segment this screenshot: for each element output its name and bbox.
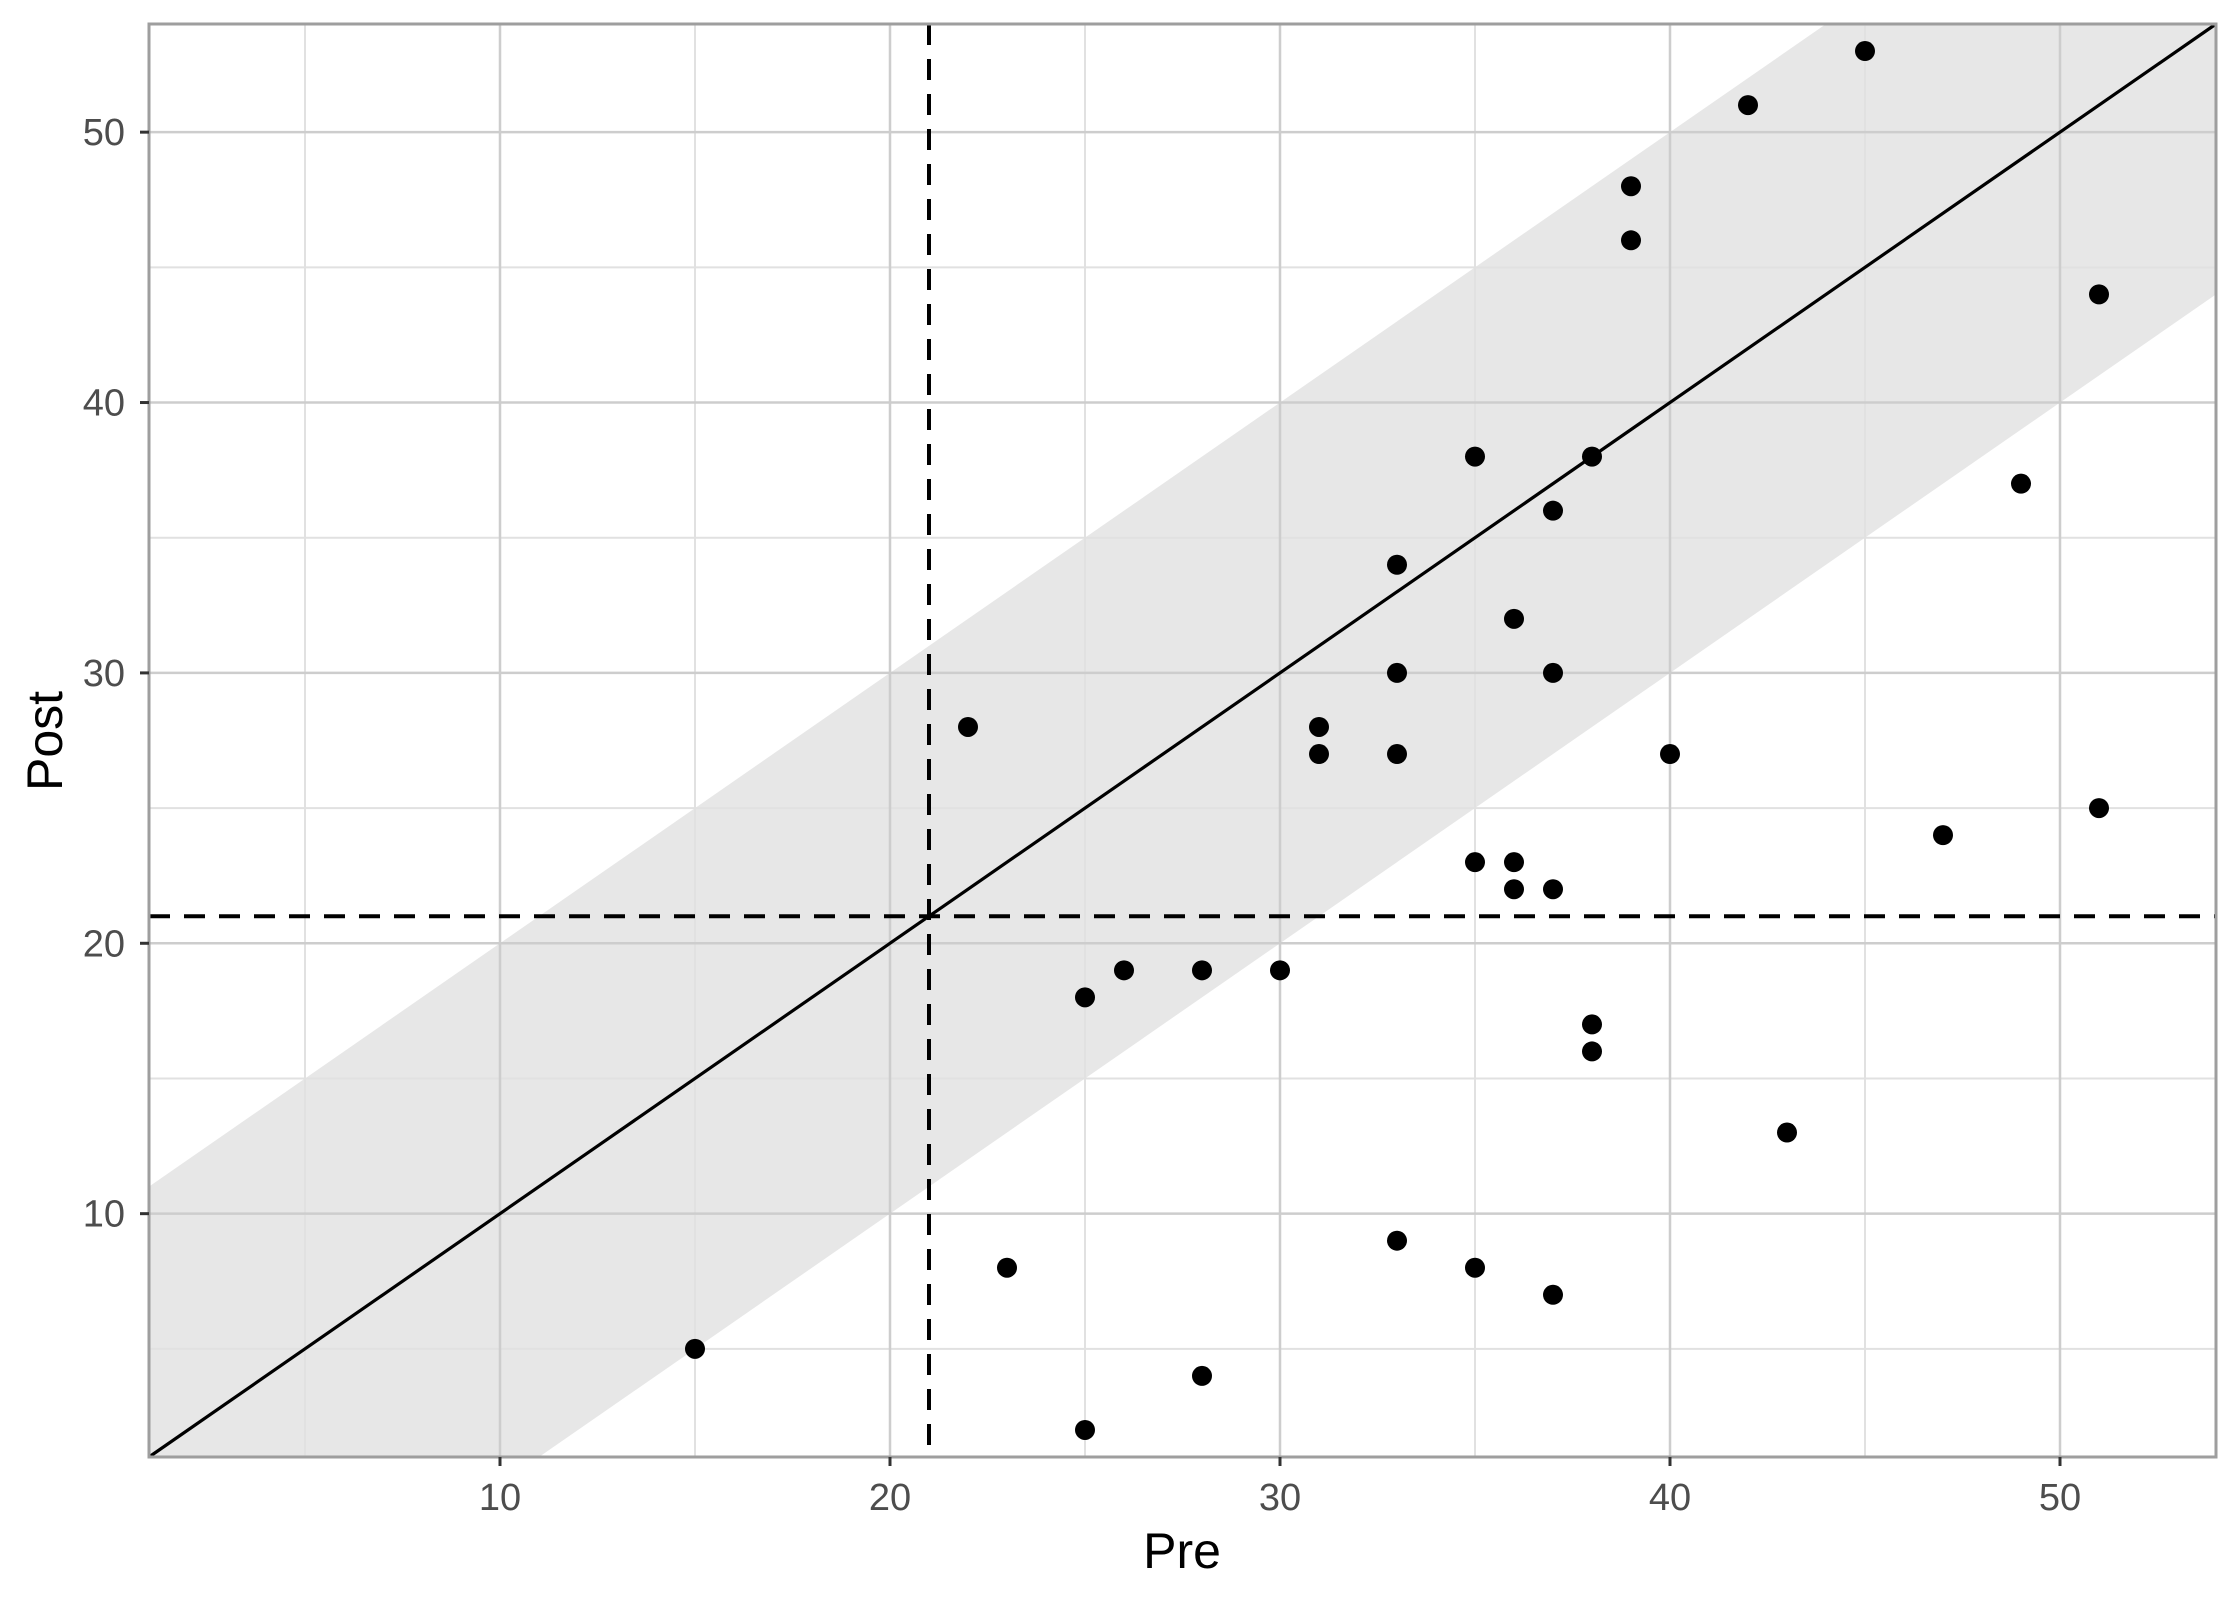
data-point — [1114, 960, 1134, 981]
data-point — [1660, 744, 1680, 765]
data-point — [1777, 1122, 1797, 1143]
data-point — [1543, 879, 1563, 900]
data-point — [1543, 662, 1563, 683]
y-tick-label: 40 — [83, 383, 125, 425]
data-point — [1621, 176, 1641, 197]
y-tick-label: 20 — [83, 923, 125, 965]
data-point — [1543, 500, 1563, 521]
data-point — [1855, 41, 1875, 62]
y-axis-title: Post — [17, 691, 73, 791]
identity-line — [148, 22, 2217, 1459]
x-axis-title: Pre — [1143, 1523, 1221, 1579]
x-tick-label: 30 — [1259, 1477, 1301, 1519]
data-point — [1465, 1257, 1485, 1278]
y-tick-label: 50 — [83, 112, 125, 154]
y-tick-label: 10 — [83, 1194, 125, 1236]
x-tick-label: 40 — [1649, 1477, 1691, 1519]
data-point — [1387, 662, 1407, 683]
data-point — [1621, 230, 1641, 251]
data-point — [997, 1257, 1017, 1278]
data-point — [2089, 798, 2109, 819]
data-point — [1192, 1365, 1212, 1386]
data-point — [1075, 987, 1095, 1008]
data-point — [958, 716, 978, 737]
data-point — [1270, 960, 1290, 981]
data-point — [1738, 95, 1758, 116]
data-point — [1387, 554, 1407, 575]
data-point — [1192, 960, 1212, 981]
x-tick-label: 10 — [479, 1477, 521, 1519]
data-point — [685, 1338, 705, 1359]
data-point — [2011, 473, 2031, 494]
x-tick-label: 50 — [2039, 1477, 2081, 1519]
panel-border — [147, 22, 2218, 1459]
data-point — [1543, 1284, 1563, 1305]
chart-root: 10 20 30 40 50 10 20 30 40 50 — [83, 22, 2218, 1519]
x-tick-label: 20 — [869, 1477, 911, 1519]
data-point — [1582, 446, 1602, 467]
data-point — [1309, 716, 1329, 737]
data-point — [1582, 1014, 1602, 1035]
data-point — [1504, 608, 1524, 629]
data-point — [1582, 1041, 1602, 1062]
data-point — [2089, 284, 2109, 305]
data-point — [1933, 825, 1953, 846]
data-point — [1387, 1230, 1407, 1251]
data-point — [1387, 744, 1407, 765]
y-tick-label: 30 — [83, 653, 125, 695]
data-point — [1465, 446, 1485, 467]
data-point — [1075, 1419, 1095, 1440]
data-point — [1309, 744, 1329, 765]
data-point — [1504, 879, 1524, 900]
data-point — [1465, 852, 1485, 873]
data-point — [1504, 852, 1524, 873]
